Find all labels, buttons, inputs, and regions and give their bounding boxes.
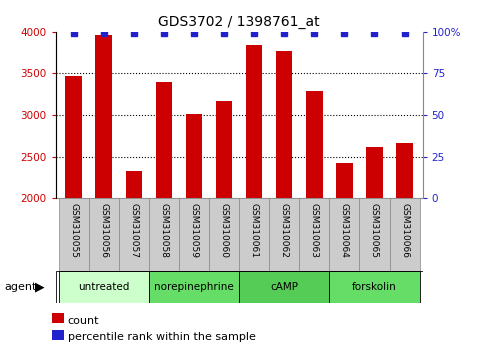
Text: GSM310059: GSM310059 xyxy=(189,202,199,258)
Bar xyxy=(216,101,232,198)
Bar xyxy=(389,198,420,271)
Text: ▶: ▶ xyxy=(35,280,44,293)
Bar xyxy=(96,35,112,198)
Bar xyxy=(126,171,142,198)
Bar xyxy=(52,330,64,340)
Text: GSM310058: GSM310058 xyxy=(159,202,169,258)
Bar xyxy=(58,198,89,271)
Text: GSM310060: GSM310060 xyxy=(220,202,228,258)
Title: GDS3702 / 1398761_at: GDS3702 / 1398761_at xyxy=(158,16,320,29)
Bar xyxy=(329,198,359,271)
Bar xyxy=(239,271,329,303)
Text: count: count xyxy=(68,316,99,326)
Text: GSM310055: GSM310055 xyxy=(69,202,78,258)
Bar xyxy=(209,198,239,271)
Bar xyxy=(359,198,389,271)
Bar xyxy=(179,198,209,271)
Text: GSM310057: GSM310057 xyxy=(129,202,138,258)
Text: GSM310062: GSM310062 xyxy=(280,202,289,257)
Text: norepinephrine: norepinephrine xyxy=(154,282,234,292)
Bar xyxy=(276,51,293,198)
Bar xyxy=(396,143,413,198)
Bar xyxy=(329,271,420,303)
Text: GSM310056: GSM310056 xyxy=(99,202,108,258)
Bar xyxy=(149,271,239,303)
Bar xyxy=(336,163,353,198)
Text: GSM310066: GSM310066 xyxy=(400,202,409,258)
Bar xyxy=(149,198,179,271)
Text: GSM310061: GSM310061 xyxy=(250,202,258,258)
Text: forskolin: forskolin xyxy=(352,282,397,292)
Bar xyxy=(58,271,149,303)
Bar xyxy=(119,198,149,271)
Bar xyxy=(156,82,172,198)
Text: untreated: untreated xyxy=(78,282,129,292)
Bar xyxy=(299,198,329,271)
Bar xyxy=(239,198,269,271)
Bar xyxy=(246,45,262,198)
Text: GSM310064: GSM310064 xyxy=(340,202,349,257)
Bar xyxy=(366,147,383,198)
Bar xyxy=(269,198,299,271)
Bar xyxy=(185,114,202,198)
Text: GSM310063: GSM310063 xyxy=(310,202,319,258)
Bar xyxy=(52,314,64,324)
Text: cAMP: cAMP xyxy=(270,282,298,292)
Text: GSM310065: GSM310065 xyxy=(370,202,379,258)
Bar xyxy=(65,76,82,198)
Bar xyxy=(306,91,323,198)
Bar xyxy=(89,198,119,271)
Text: agent: agent xyxy=(5,282,37,292)
Text: percentile rank within the sample: percentile rank within the sample xyxy=(68,332,256,342)
